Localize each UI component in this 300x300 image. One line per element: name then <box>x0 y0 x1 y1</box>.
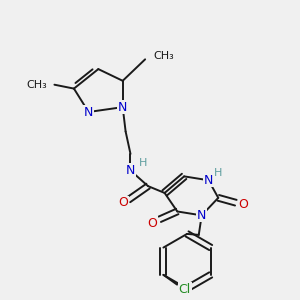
Text: N: N <box>197 209 206 222</box>
Text: N: N <box>126 164 135 177</box>
Text: CH₃: CH₃ <box>26 80 46 90</box>
Text: N: N <box>118 100 128 114</box>
Text: H: H <box>139 158 147 168</box>
Text: Cl: Cl <box>179 283 191 296</box>
Text: N: N <box>204 174 213 187</box>
Text: O: O <box>239 198 249 211</box>
Text: O: O <box>119 196 129 209</box>
Text: H: H <box>214 168 223 178</box>
Text: CH₃: CH₃ <box>153 51 174 62</box>
Text: N: N <box>84 106 93 118</box>
Text: O: O <box>147 217 157 230</box>
